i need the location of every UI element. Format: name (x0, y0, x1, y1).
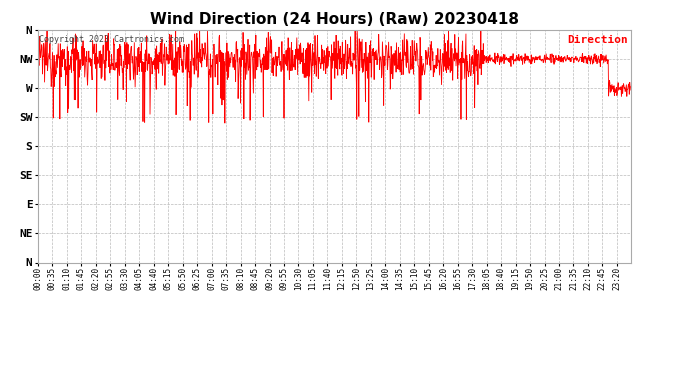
Title: Wind Direction (24 Hours) (Raw) 20230418: Wind Direction (24 Hours) (Raw) 20230418 (150, 12, 519, 27)
Text: Direction: Direction (568, 34, 629, 45)
Text: Copyright 2023 Cartronics.com: Copyright 2023 Cartronics.com (39, 34, 184, 44)
